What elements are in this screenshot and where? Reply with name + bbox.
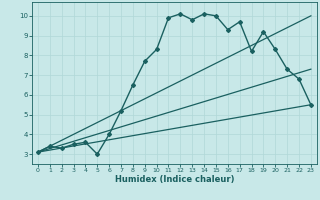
X-axis label: Humidex (Indice chaleur): Humidex (Indice chaleur)	[115, 175, 234, 184]
